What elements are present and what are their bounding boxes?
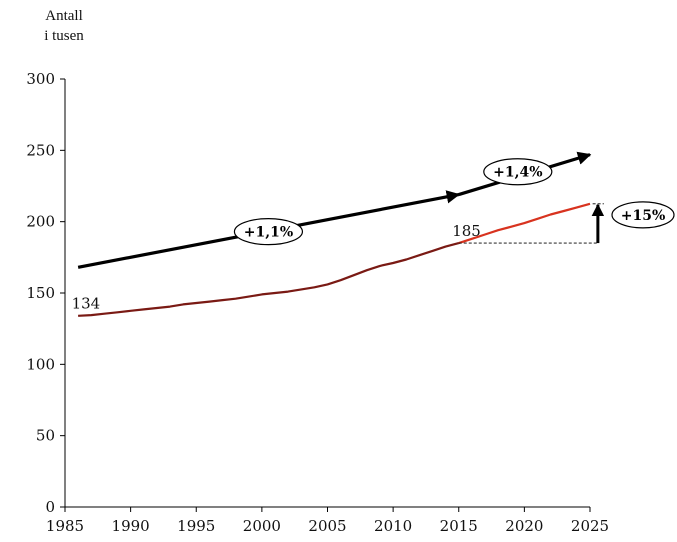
trend-label-ellipse-2 — [483, 158, 553, 186]
data-label: 134 — [72, 295, 101, 313]
change-label: +15% — [621, 208, 666, 224]
x-tick-label: 2020 — [505, 517, 543, 535]
trend-label-1: +1,1% — [244, 225, 293, 241]
x-tick-label: 1995 — [177, 517, 215, 535]
x-tick-label: 2005 — [308, 517, 346, 535]
x-tick-label: 2010 — [374, 517, 412, 535]
data-label: 185 — [452, 222, 481, 240]
x-tick-label: 1990 — [112, 517, 150, 535]
y-tick-label: 50 — [36, 427, 55, 445]
y-tick-label: 200 — [26, 213, 55, 231]
y-axis-title-line-2: i tusen — [44, 28, 84, 44]
change-label-ellipse — [611, 201, 675, 229]
y-tick-label: 100 — [26, 355, 55, 373]
historical-line — [78, 242, 460, 317]
x-tick-label: 2015 — [440, 517, 478, 535]
y-axis-title-line-1: Antall — [45, 8, 83, 24]
y-tick-label: 300 — [26, 70, 55, 88]
x-tick-label: 1985 — [46, 517, 84, 535]
trend-label-2: +1,4% — [493, 165, 542, 181]
y-tick-label: 0 — [45, 498, 55, 516]
projection-line — [458, 202, 591, 245]
x-tick-label: 2025 — [571, 517, 609, 535]
y-tick-label: 250 — [26, 141, 55, 159]
trend-label-ellipse-1 — [233, 218, 304, 246]
y-tick-label: 150 — [26, 284, 55, 302]
x-tick-label: 2000 — [243, 517, 281, 535]
